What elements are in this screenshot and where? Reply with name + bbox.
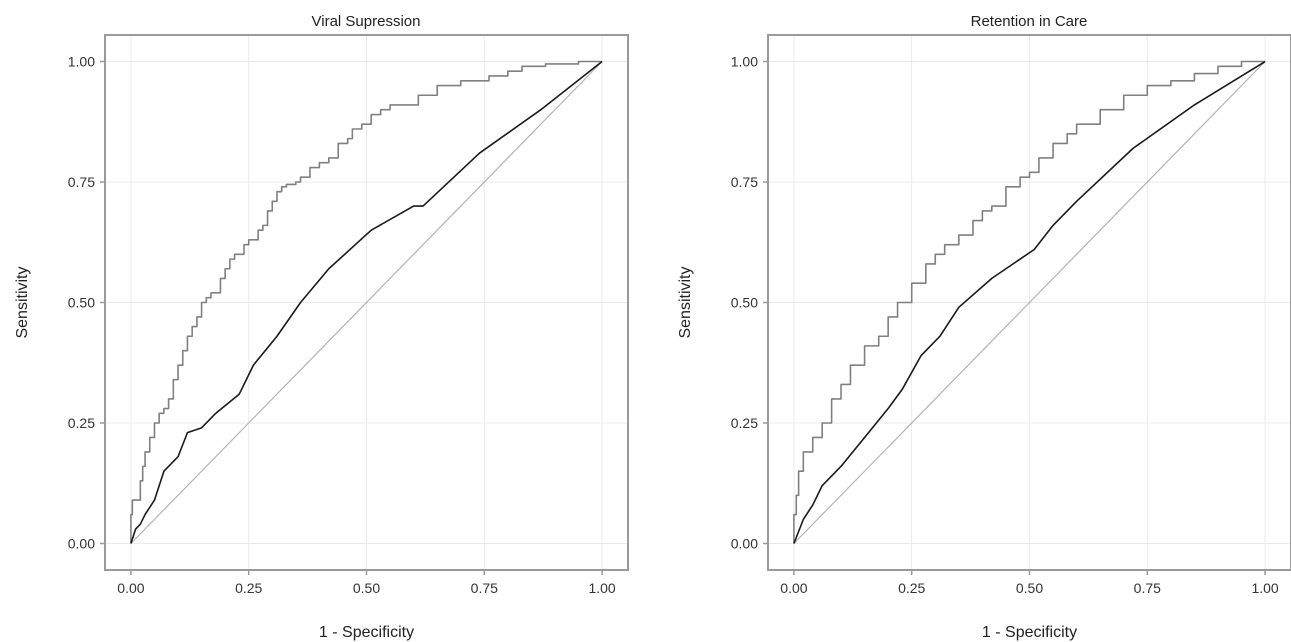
x-axis-title: 1 - Specificity (982, 624, 1077, 641)
reference-diagonal (130, 61, 603, 544)
y-tick-label: 0.75 (731, 174, 758, 190)
y-axis-title: Sensitivity (677, 266, 694, 338)
y-tick-label: 0.00 (731, 535, 758, 551)
chart-title: Viral Supression (312, 13, 421, 30)
y-axis-title: Sensitivity (14, 266, 31, 338)
reference-diagonal (793, 61, 1266, 544)
chart-panel-1: Viral Supression 0.00 0.00 0.25 0.25 0.50 0.50… (14, 13, 629, 641)
y-tick-label: 1.00 (68, 54, 95, 70)
y-tick-label: 0.25 (68, 415, 95, 431)
x-tick-label: 1.00 (1251, 580, 1278, 596)
y-tick-label: 0.25 (731, 415, 758, 431)
x-tick-label: 0.75 (471, 580, 498, 596)
x-tick-label: 1.00 (588, 580, 615, 596)
upper-roc-curve (793, 60, 1266, 544)
x-tick-label: 0.00 (780, 580, 807, 596)
lower-roc-curve (130, 60, 603, 544)
y-tick-label: 0.50 (68, 295, 95, 311)
chart-panel-2: Retention in Care 0.00 0.00 0.25 0.25 0.50 0.5… (677, 13, 1291, 641)
upper-roc-curve (130, 60, 603, 544)
x-tick-label: 0.50 (1016, 580, 1043, 596)
x-tick-label: 0.50 (353, 580, 380, 596)
y-tick-label: 0.00 (68, 535, 95, 551)
x-tick-label: 0.75 (1134, 580, 1161, 596)
y-tick-label: 0.75 (68, 174, 95, 190)
x-tick-label: 0.25 (898, 580, 925, 596)
x-tick-label: 0.00 (117, 580, 144, 596)
x-tick-label: 0.25 (235, 580, 262, 596)
x-axis-title: 1 - Specificity (319, 624, 414, 641)
y-tick-label: 0.50 (731, 295, 758, 311)
lower-roc-curve (793, 60, 1266, 544)
y-tick-label: 1.00 (731, 54, 758, 70)
chart-title: Retention in Care (971, 13, 1088, 30)
